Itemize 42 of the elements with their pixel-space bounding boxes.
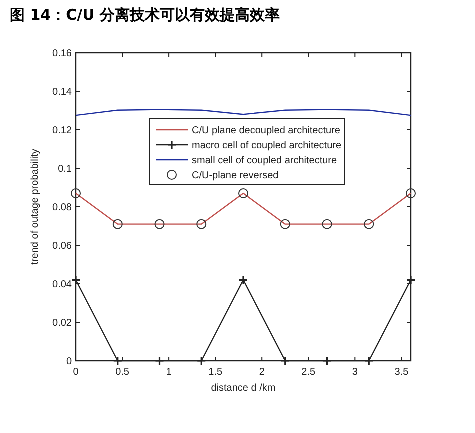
point bbox=[113, 356, 123, 366]
legend-label: C/U-plane reversed bbox=[192, 170, 279, 182]
x-tick-label: 0.5 bbox=[116, 367, 130, 378]
y-tick-label: 0.12 bbox=[52, 126, 72, 136]
y-tick-label: 0.16 bbox=[52, 48, 72, 60]
y-tick-label: 0 bbox=[66, 356, 72, 368]
chart-title: 图 14：C/U 分离技术可以有效提高效率 bbox=[10, 6, 280, 24]
y-tick-label: 0.08 bbox=[52, 202, 72, 214]
y-tick-label: 0.02 bbox=[52, 318, 72, 329]
x-tick-label: 3 bbox=[352, 367, 358, 378]
point bbox=[280, 219, 290, 230]
point bbox=[71, 188, 81, 199]
point bbox=[406, 275, 416, 285]
legend-label: small cell of coupled architecture bbox=[192, 156, 338, 166]
x-tick-label: 3.5 bbox=[394, 367, 410, 378]
point bbox=[154, 356, 165, 366]
point bbox=[196, 219, 207, 230]
point bbox=[322, 219, 332, 230]
point bbox=[406, 188, 416, 199]
point bbox=[238, 188, 248, 199]
y-tick-label: 0.06 bbox=[52, 241, 72, 252]
point bbox=[112, 219, 123, 230]
point bbox=[196, 356, 206, 366]
point bbox=[364, 219, 374, 230]
y-axis-title: trend of outage probability bbox=[30, 149, 41, 265]
point bbox=[364, 356, 374, 366]
y-tick-label: 0.14 bbox=[52, 87, 72, 98]
point bbox=[280, 356, 290, 366]
y-tick-label: 0.1 bbox=[58, 164, 72, 175]
x-tick-label: 2 bbox=[259, 367, 266, 378]
x-tick-label: 1 bbox=[166, 367, 172, 378]
point bbox=[71, 275, 81, 285]
point bbox=[322, 356, 332, 366]
y-tick-label: 0.04 bbox=[52, 280, 72, 290]
point bbox=[238, 275, 248, 285]
point bbox=[154, 219, 165, 230]
x-axis-title: distance d /km bbox=[211, 383, 276, 394]
legend-label: macro cell of coupled architecture bbox=[192, 140, 342, 152]
x-tick-label: 2.5 bbox=[302, 367, 316, 378]
x-tick-label: 1.5 bbox=[208, 367, 223, 378]
x-tick-label: 0 bbox=[73, 367, 80, 378]
legend-label: C/U plane decoupled architecture bbox=[192, 126, 341, 136]
